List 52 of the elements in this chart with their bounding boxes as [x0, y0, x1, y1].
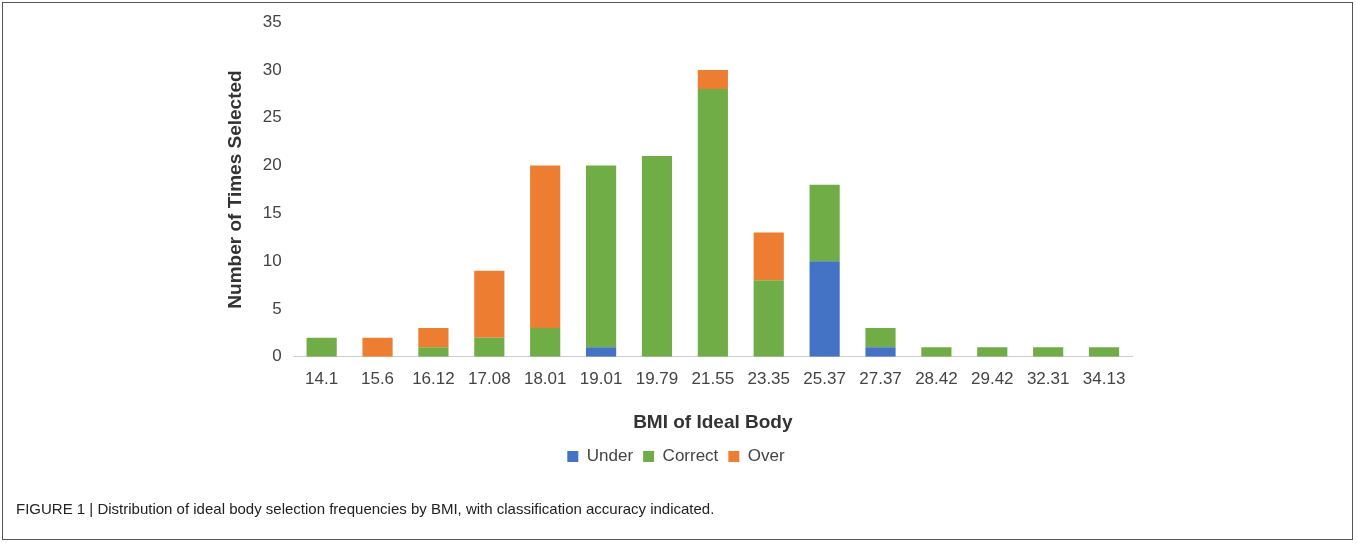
- bar: [418, 328, 449, 348]
- bar: [306, 337, 337, 357]
- bar: [585, 165, 617, 348]
- x-tick-label: 32.31: [1026, 368, 1070, 388]
- bar: [1033, 347, 1064, 357]
- bar: [977, 347, 1008, 357]
- y-tick-label: 35: [262, 11, 282, 31]
- x-tick-label: 27.37: [859, 368, 902, 388]
- x-tick-label: 23.35: [747, 368, 791, 388]
- y-tick-label: 10: [262, 250, 282, 270]
- bar: [753, 232, 784, 281]
- x-tick-label: 19.01: [579, 368, 623, 388]
- bar: [1088, 347, 1120, 357]
- bar: [865, 347, 896, 357]
- bar: [921, 347, 952, 357]
- bar: [697, 70, 728, 90]
- bar: [753, 280, 784, 357]
- x-tick-label: 15.6: [360, 368, 395, 388]
- x-axis-title: BMI of Ideal Body: [633, 410, 793, 432]
- caption: FIGURE 1 | Distribution of ideal body selection frequencies by BMI, with classification accuracy indicated.: [16, 500, 715, 517]
- legend-label: Correct: [662, 446, 719, 466]
- bar: [697, 89, 728, 357]
- y-tick-label: 20: [262, 155, 282, 175]
- y-tick-label: 0: [272, 346, 282, 366]
- bar: [530, 165, 561, 329]
- legend-label: Under: [586, 446, 634, 466]
- x-tick-label: 17.08: [468, 368, 511, 388]
- bar: [809, 261, 840, 357]
- bar: [474, 270, 505, 338]
- x-tick-label: 18.01: [523, 368, 567, 388]
- bar: [585, 347, 617, 357]
- y-tick-label: 25: [262, 107, 282, 127]
- y-tick-label: 5: [272, 298, 282, 318]
- bar: [809, 184, 840, 262]
- legend-label: Over: [747, 446, 786, 466]
- bar: [362, 337, 393, 357]
- bar: [641, 156, 673, 357]
- bar: [418, 347, 449, 357]
- x-tick-label: 21.55: [691, 368, 735, 388]
- x-tick-label: 28.42: [915, 368, 958, 388]
- x-tick-label: 29.42: [971, 368, 1014, 388]
- bar: [865, 328, 896, 348]
- x-tick-label: 16.12: [412, 368, 455, 388]
- x-tick-label: 34.13: [1082, 368, 1126, 388]
- x-tick-label: 19.79: [635, 368, 679, 388]
- y-tick-label: 30: [262, 59, 282, 79]
- y-tick-label: 15: [262, 203, 282, 223]
- bar: [530, 328, 561, 357]
- x-tick-label: 25.37: [803, 368, 846, 388]
- y-axis-title: Number of Times Selected: [223, 70, 245, 309]
- bar: [474, 337, 505, 357]
- x-tick-label: 14.1: [305, 368, 339, 388]
